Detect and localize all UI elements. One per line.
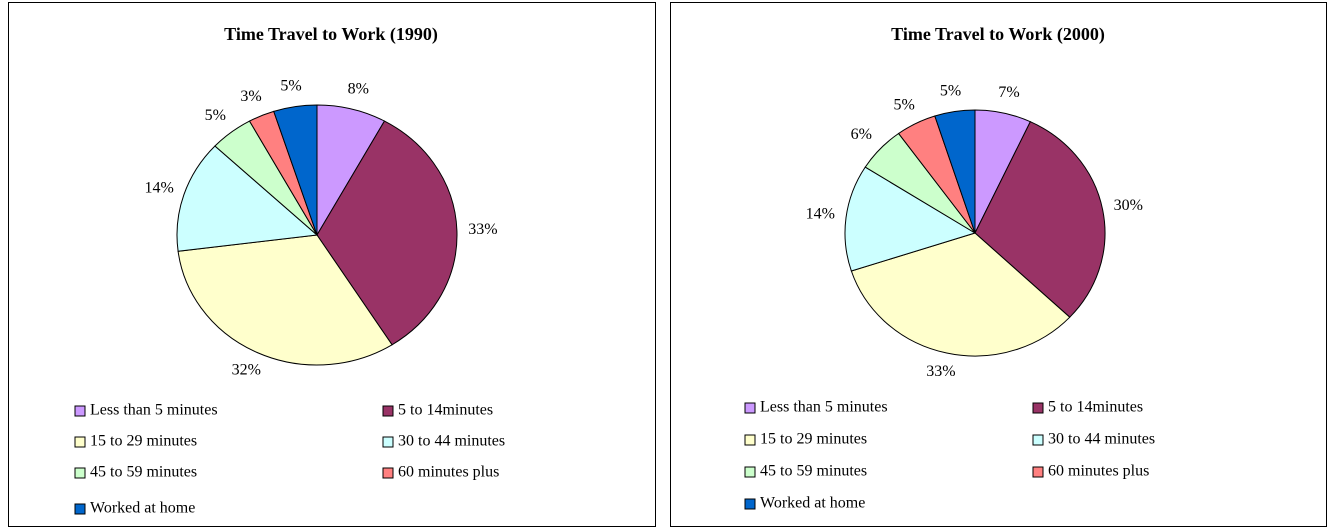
legend-label: 15 to 29 minutes: [760, 431, 867, 448]
data-label: 6%: [851, 126, 872, 143]
data-label: 14%: [144, 179, 173, 196]
legend-label: Worked at home: [90, 500, 195, 517]
legend-label: 45 to 59 minutes: [90, 464, 197, 481]
legend-label: Worked at home: [760, 495, 865, 512]
legend-swatch: [74, 405, 86, 417]
legend-label: 30 to 44 minutes: [398, 433, 505, 450]
legend-swatch: [1032, 402, 1044, 414]
data-label: 5%: [205, 107, 226, 124]
legend-swatch: [744, 434, 756, 446]
legend-label: 5 to 14minutes: [398, 402, 493, 419]
legend-label: Less than 5 minutes: [760, 399, 888, 416]
legend-label: Less than 5 minutes: [90, 402, 218, 419]
legend-swatch: [744, 466, 756, 478]
data-label: 5%: [940, 82, 961, 99]
pie-slice: [850, 232, 1071, 357]
legend-swatch: [74, 503, 86, 515]
legend-swatch: [74, 436, 86, 448]
legend-label: 5 to 14minutes: [1048, 399, 1143, 416]
pie-slice: [974, 121, 1106, 318]
legend-swatch: [382, 436, 394, 448]
legend-label: 30 to 44 minutes: [1048, 431, 1155, 448]
data-label: 33%: [926, 363, 955, 380]
data-label: 33%: [468, 221, 497, 238]
data-label: 14%: [806, 206, 835, 223]
legend-swatch: [382, 467, 394, 479]
legend-swatch: [744, 498, 756, 510]
legend-swatch: [74, 467, 86, 479]
pie-slice: [273, 104, 318, 236]
data-label: 32%: [232, 361, 261, 378]
legend-swatch: [382, 405, 394, 417]
data-label: 3%: [240, 88, 261, 105]
legend-label: 15 to 29 minutes: [90, 433, 197, 450]
legend-label: 45 to 59 minutes: [760, 463, 867, 480]
pie-slice: [176, 145, 319, 252]
legend-swatch: [744, 402, 756, 414]
data-label: 8%: [348, 80, 369, 97]
pie-slice: [844, 166, 977, 272]
pie-slice: [177, 234, 393, 366]
chart-title: Time Travel to Work (1990): [224, 24, 438, 45]
data-label: 7%: [998, 84, 1019, 101]
data-label: 5%: [280, 78, 301, 95]
legend-label: 60 minutes plus: [1048, 463, 1149, 480]
pie-slice: [316, 120, 458, 346]
data-label: 5%: [894, 96, 915, 113]
chart-title: Time Travel to Work (2000): [891, 24, 1105, 45]
legend-label: 60 minutes plus: [398, 464, 499, 481]
pie-slice: [934, 109, 976, 234]
data-label: 30%: [1114, 197, 1143, 214]
legend-swatch: [1032, 434, 1044, 446]
legend-swatch: [1032, 466, 1044, 478]
